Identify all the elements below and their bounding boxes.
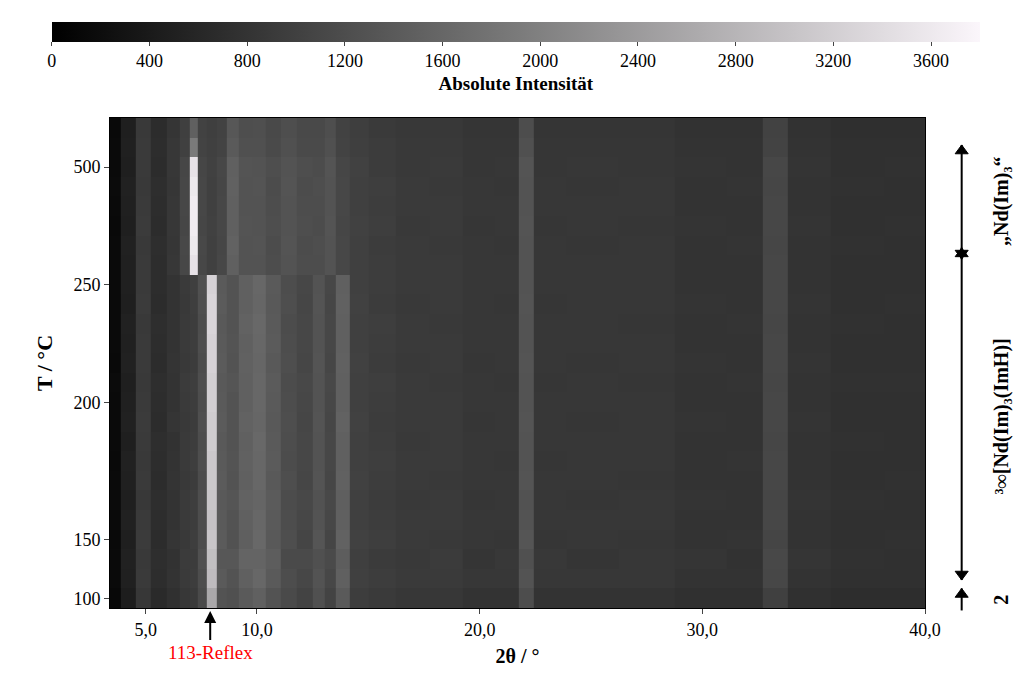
svg-text:3600: 3600: [913, 51, 949, 71]
svg-text:Absolute Intensität: Absolute Intensität: [439, 73, 594, 94]
svg-text:20,0: 20,0: [464, 620, 496, 640]
svg-text:T / °C: T / °C: [32, 335, 57, 391]
svg-text:1200: 1200: [327, 51, 363, 71]
svg-text:400: 400: [136, 51, 163, 71]
svg-text:500: 500: [73, 157, 100, 177]
svg-text:„Nd(Im)₃“: „Nd(Im)₃“: [990, 157, 1013, 246]
svg-text:3200: 3200: [815, 51, 851, 71]
svg-text:40,0: 40,0: [909, 620, 941, 640]
svg-text:250: 250: [73, 275, 100, 295]
svg-text:2: 2: [990, 595, 1012, 605]
svg-text:113-Reflex: 113-Reflex: [168, 642, 253, 663]
svg-text:30,0: 30,0: [687, 620, 719, 640]
svg-text:200: 200: [73, 393, 100, 413]
svg-text:150: 150: [73, 530, 100, 550]
svg-text:5,0: 5,0: [134, 620, 157, 640]
svg-text:2800: 2800: [718, 51, 754, 71]
svg-text:2θ / °: 2θ / °: [496, 645, 540, 667]
svg-text:800: 800: [234, 51, 261, 71]
svg-text:2000: 2000: [522, 51, 558, 71]
svg-text:³∞[Nd(Im)₃(ImH)]: ³∞[Nd(Im)₃(ImH)]: [990, 338, 1013, 494]
svg-text:0: 0: [47, 51, 56, 71]
svg-text:10,0: 10,0: [241, 620, 273, 640]
svg-text:1600: 1600: [425, 51, 461, 71]
svg-text:2400: 2400: [620, 51, 656, 71]
svg-text:100: 100: [73, 589, 100, 609]
